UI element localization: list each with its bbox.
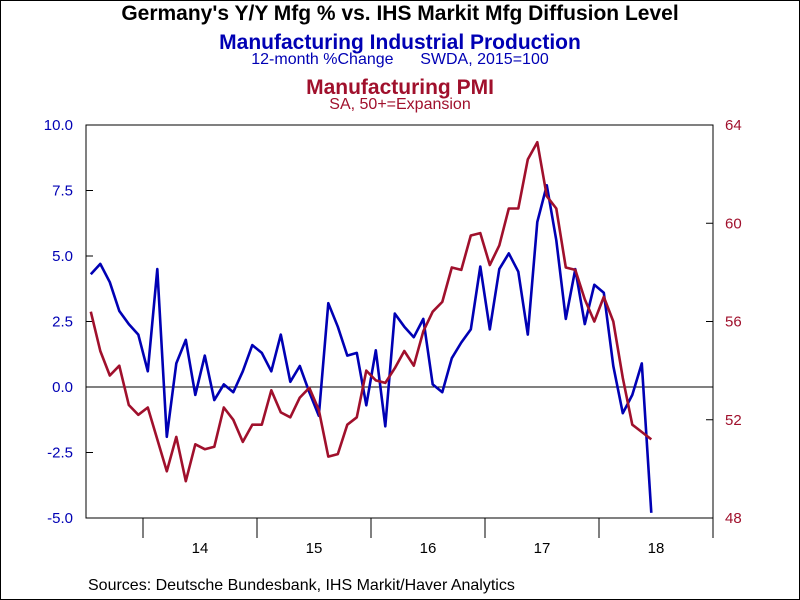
source-note: Sources: Deutsche Bundesbank, IHS Markit… bbox=[88, 577, 515, 594]
right-axis-tick-label: 56 bbox=[725, 314, 742, 331]
right-axis-tick-label: 64 bbox=[725, 117, 742, 134]
right-axis-tick-label: 48 bbox=[725, 510, 742, 527]
x-axis-tick-label: 15 bbox=[306, 540, 323, 557]
series-pmi-note: SA, 50+=Expansion bbox=[329, 96, 471, 113]
left-axis-tick-label: 7.5 bbox=[52, 183, 73, 200]
left-axis-tick-label: -5.0 bbox=[47, 510, 73, 527]
x-axis-tick-label: 14 bbox=[192, 540, 209, 557]
left-axis-tick-label: 5.0 bbox=[52, 248, 73, 265]
x-axis-tick-label: 17 bbox=[534, 540, 551, 557]
left-axis-tick-label: 10.0 bbox=[44, 117, 73, 134]
series-pmi-line bbox=[89, 140, 653, 483]
right-axis-tick-label: 52 bbox=[725, 412, 742, 429]
series-ip-line bbox=[89, 184, 653, 513]
chart-title: Germany's Y/Y Mfg % vs. IHS Markit Mfg D… bbox=[121, 2, 679, 25]
series-pmi-title: Manufacturing PMI bbox=[306, 76, 494, 99]
x-axis-tick-label: 16 bbox=[420, 540, 437, 557]
left-axis-tick-label: 0.0 bbox=[52, 379, 73, 396]
series-ip-note: 12-month %Change SWDA, 2015=100 bbox=[251, 51, 549, 68]
left-axis-tick-label: -2.5 bbox=[47, 445, 73, 462]
x-axis-tick-label: 18 bbox=[648, 540, 665, 557]
right-axis-tick-label: 60 bbox=[725, 215, 742, 232]
left-axis-tick-label: 2.5 bbox=[52, 314, 73, 331]
series-ip-title: Manufacturing Industrial Production bbox=[219, 31, 581, 54]
